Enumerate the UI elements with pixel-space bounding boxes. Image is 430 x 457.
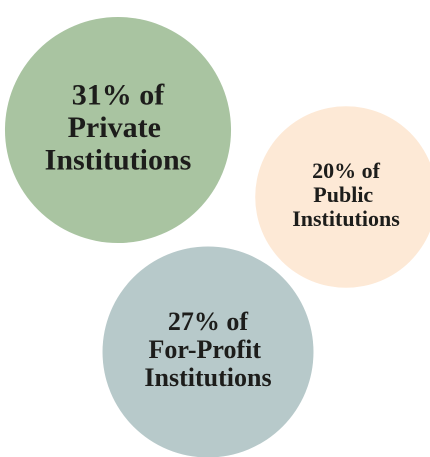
bubble-value-label: 20% of — [312, 158, 381, 183]
bubble — [4, 16, 232, 244]
value-label: 31% — [72, 78, 132, 111]
value-label: 20% — [312, 158, 356, 183]
bubble-category: Public Institutions — [292, 182, 400, 231]
connector: of — [139, 78, 165, 111]
connector: of — [226, 307, 248, 336]
bubble-category: Private Institutions — [45, 111, 192, 176]
value-label: 27% — [168, 307, 220, 336]
bubble-value-label: 27% of — [168, 307, 249, 336]
bubble — [255, 106, 430, 288]
connector: of — [362, 158, 381, 183]
bubble — [102, 246, 314, 457]
bubble-category: For-Profit Institutions — [144, 335, 271, 392]
bubble-value-label: 31% of — [72, 78, 166, 111]
